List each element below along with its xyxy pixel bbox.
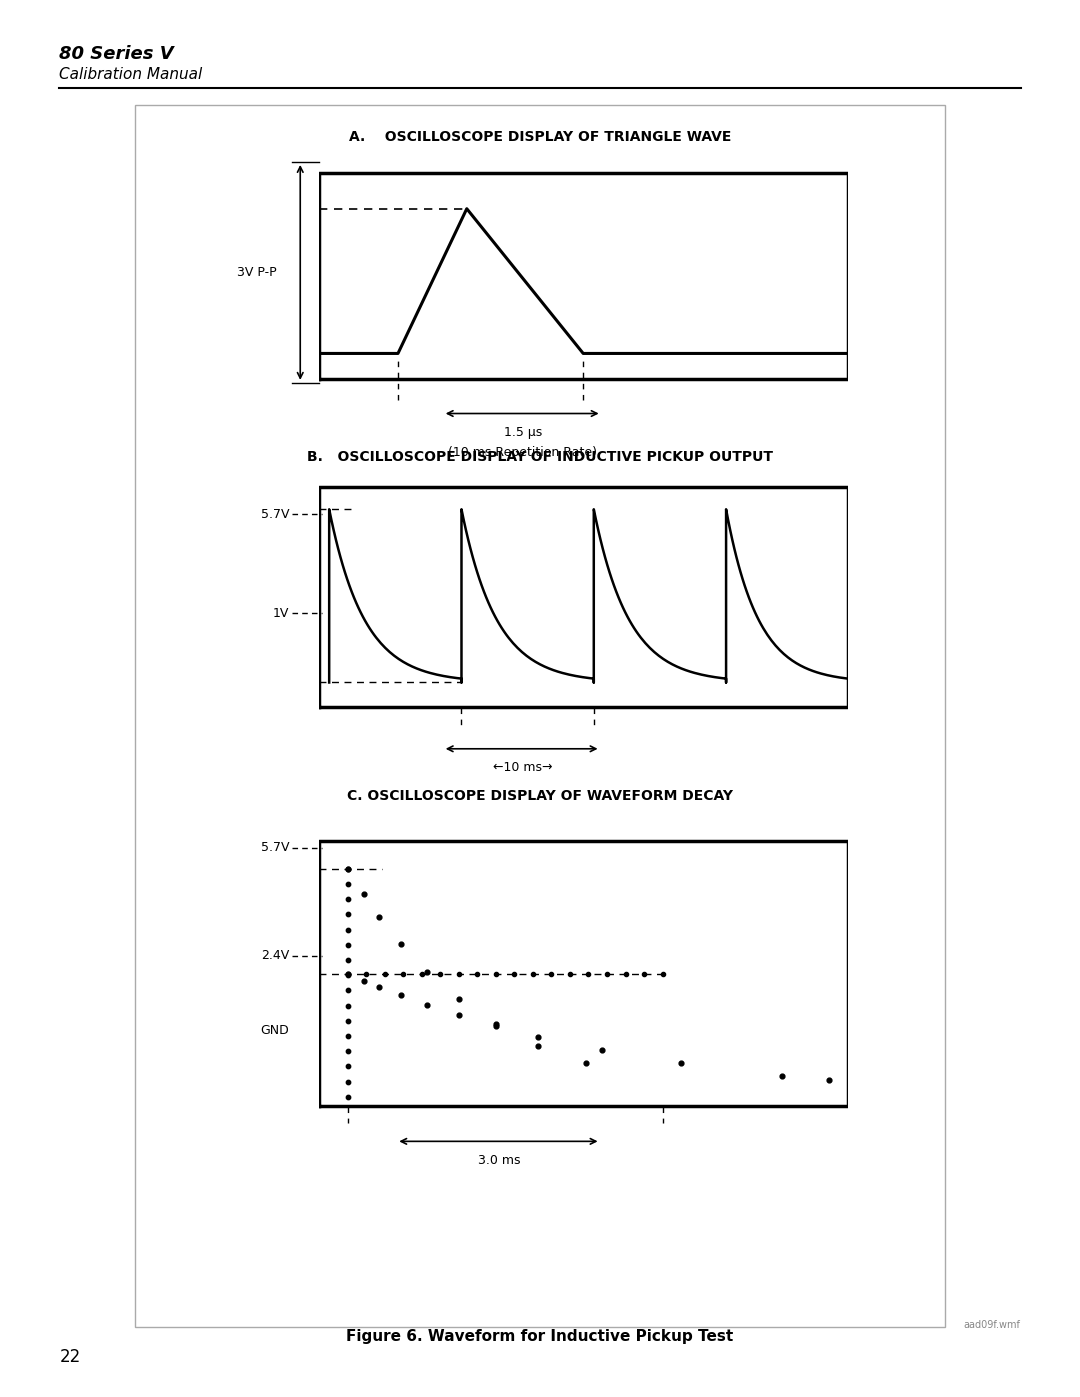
Point [418, 961, 435, 983]
Text: A.    OSCILLOSCOPE DISPLAY OF TRIANGLE WAVE: A. OSCILLOSCOPE DISPLAY OF TRIANGLE WAVE [349, 130, 731, 144]
Text: 2.4V: 2.4V [261, 949, 289, 963]
Point [392, 933, 409, 956]
Text: Calibration Manual: Calibration Manual [59, 67, 203, 82]
Point [529, 1025, 546, 1048]
Text: 22: 22 [59, 1348, 81, 1366]
Text: (10 ms Repetition Rate): (10 ms Repetition Rate) [448, 446, 597, 458]
Point [355, 970, 373, 992]
Point [339, 858, 356, 880]
Point [339, 1010, 356, 1032]
Point [339, 918, 356, 940]
Point [773, 1065, 791, 1087]
Point [339, 963, 356, 985]
Point [543, 963, 561, 985]
Point [370, 977, 388, 999]
Point [339, 1055, 356, 1077]
Point [529, 1035, 546, 1058]
Point [339, 1025, 356, 1048]
Point [394, 963, 411, 985]
Text: 5.7V: 5.7V [261, 507, 289, 521]
Point [617, 963, 634, 985]
Point [450, 963, 468, 985]
Bar [135, 105, 945, 1327]
Text: 1.5 μs: 1.5 μs [503, 426, 542, 439]
Text: B.   OSCILLOSCOPE DISPLAY OF INDUCTIVE PICKUP OUTPUT: B. OSCILLOSCOPE DISPLAY OF INDUCTIVE PIC… [307, 450, 773, 464]
Point [469, 963, 486, 985]
Point [821, 1069, 838, 1091]
Text: 3V P-P: 3V P-P [238, 265, 276, 279]
Point [339, 995, 356, 1017]
Point [432, 963, 449, 985]
Point [487, 963, 504, 985]
Point [673, 1052, 690, 1074]
Point [339, 949, 356, 971]
Point [450, 988, 468, 1010]
Point [339, 933, 356, 956]
Point [392, 985, 409, 1007]
Point [487, 1014, 504, 1037]
Text: ←10 ms→: ←10 ms→ [492, 761, 553, 774]
Point [339, 1070, 356, 1092]
Point [505, 963, 523, 985]
Point [593, 1039, 610, 1062]
Point [339, 888, 356, 911]
Point [562, 963, 579, 985]
Text: 1V: 1V [273, 606, 289, 620]
Text: aad09f.wmf: aad09f.wmf [963, 1320, 1021, 1330]
Point [414, 963, 431, 985]
Point [487, 1013, 504, 1035]
Point [370, 907, 388, 929]
Text: 80 Series V: 80 Series V [59, 45, 174, 63]
Point [355, 883, 373, 905]
Point [339, 964, 356, 986]
Point [357, 963, 375, 985]
Point [524, 963, 541, 985]
Point [418, 993, 435, 1016]
Text: C. OSCILLOSCOPE DISPLAY OF WAVEFORM DECAY: C. OSCILLOSCOPE DISPLAY OF WAVEFORM DECA… [347, 789, 733, 803]
Point [339, 963, 356, 985]
Text: GND: GND [260, 1024, 289, 1038]
Point [654, 963, 672, 985]
Point [339, 858, 356, 880]
Text: Figure 6. Waveform for Inductive Pickup Test: Figure 6. Waveform for Inductive Pickup … [347, 1329, 733, 1344]
Point [339, 1039, 356, 1062]
Point [376, 963, 393, 985]
Text: 5.7V: 5.7V [261, 841, 289, 855]
Point [339, 873, 356, 895]
Text: 3.0 ms: 3.0 ms [477, 1154, 521, 1166]
Point [339, 979, 356, 1002]
Point [577, 1052, 594, 1074]
Point [450, 1004, 468, 1027]
Point [635, 963, 652, 985]
Point [598, 963, 616, 985]
Point [339, 1085, 356, 1108]
Point [580, 963, 597, 985]
Point [339, 904, 356, 926]
